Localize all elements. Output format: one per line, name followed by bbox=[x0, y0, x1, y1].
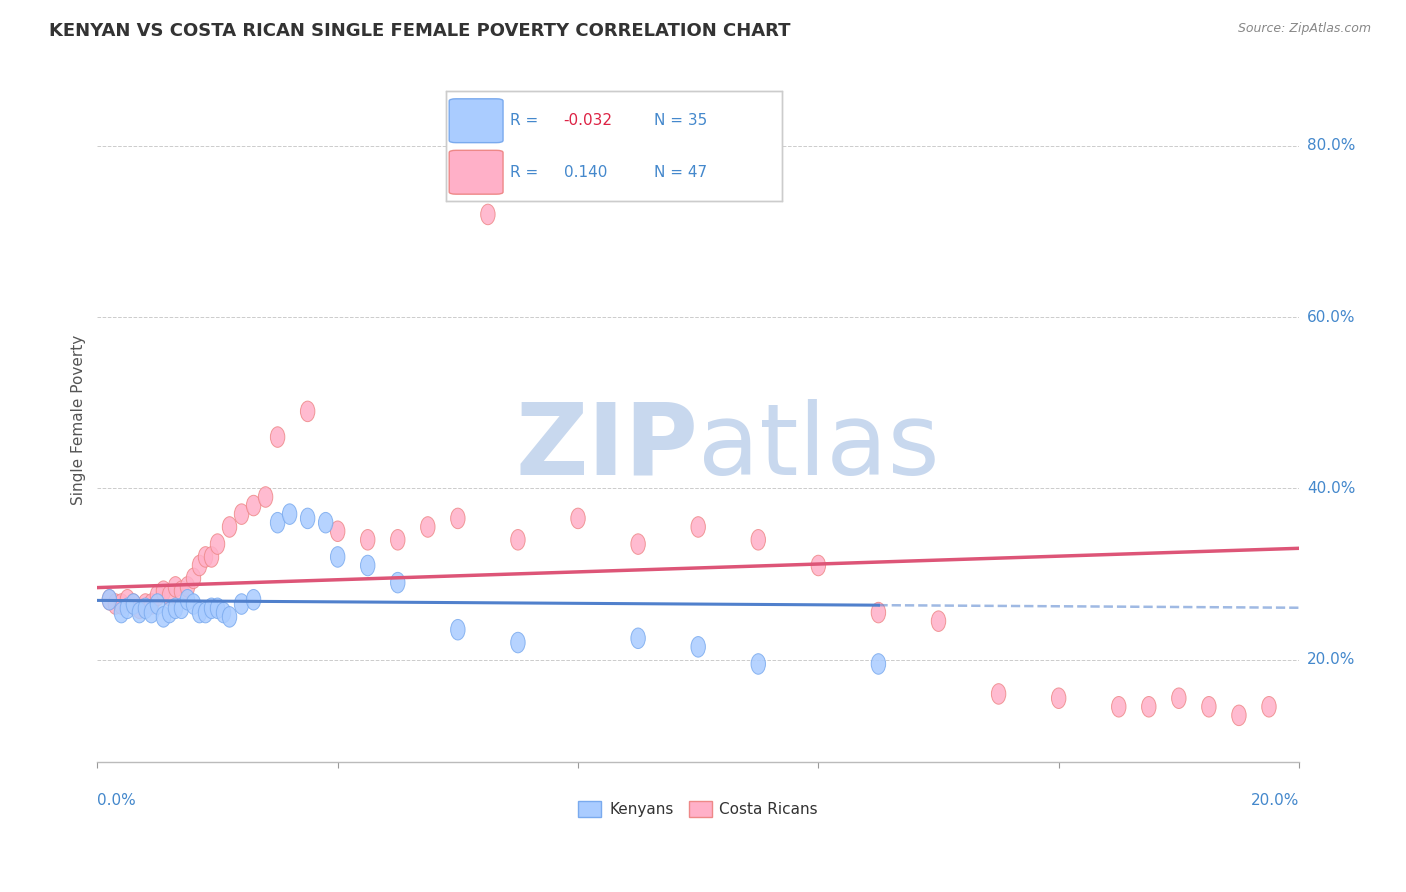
Ellipse shape bbox=[211, 533, 225, 554]
Ellipse shape bbox=[127, 594, 141, 615]
Ellipse shape bbox=[246, 590, 260, 610]
Ellipse shape bbox=[690, 637, 706, 657]
Ellipse shape bbox=[174, 598, 188, 618]
Ellipse shape bbox=[330, 547, 344, 567]
Ellipse shape bbox=[156, 607, 170, 627]
Ellipse shape bbox=[222, 607, 236, 627]
Ellipse shape bbox=[180, 590, 194, 610]
Ellipse shape bbox=[235, 594, 249, 615]
Ellipse shape bbox=[132, 602, 146, 623]
Ellipse shape bbox=[156, 581, 170, 601]
Text: 0.0%: 0.0% bbox=[97, 793, 136, 808]
Ellipse shape bbox=[360, 555, 375, 575]
Ellipse shape bbox=[193, 602, 207, 623]
Ellipse shape bbox=[420, 516, 434, 537]
Ellipse shape bbox=[204, 547, 219, 567]
Ellipse shape bbox=[283, 504, 297, 524]
Ellipse shape bbox=[114, 602, 128, 623]
Text: 20.0%: 20.0% bbox=[1308, 652, 1355, 667]
Ellipse shape bbox=[991, 683, 1005, 704]
Ellipse shape bbox=[1171, 688, 1187, 708]
Ellipse shape bbox=[186, 568, 201, 589]
Ellipse shape bbox=[180, 576, 194, 597]
Ellipse shape bbox=[631, 628, 645, 648]
Ellipse shape bbox=[174, 581, 188, 601]
Ellipse shape bbox=[872, 602, 886, 623]
Ellipse shape bbox=[103, 590, 117, 610]
Ellipse shape bbox=[103, 590, 117, 610]
Ellipse shape bbox=[169, 576, 183, 597]
Ellipse shape bbox=[222, 516, 236, 537]
Ellipse shape bbox=[127, 594, 141, 615]
Ellipse shape bbox=[751, 530, 765, 550]
Ellipse shape bbox=[451, 508, 465, 529]
Y-axis label: Single Female Poverty: Single Female Poverty bbox=[72, 334, 86, 505]
Ellipse shape bbox=[120, 590, 135, 610]
Ellipse shape bbox=[1112, 697, 1126, 717]
Text: 60.0%: 60.0% bbox=[1308, 310, 1355, 325]
Ellipse shape bbox=[132, 598, 146, 618]
Legend: Kenyans, Costa Ricans: Kenyans, Costa Ricans bbox=[572, 795, 824, 823]
Ellipse shape bbox=[198, 602, 212, 623]
Ellipse shape bbox=[1261, 697, 1277, 717]
Ellipse shape bbox=[451, 619, 465, 640]
Text: ZIP: ZIP bbox=[516, 399, 699, 496]
Ellipse shape bbox=[204, 598, 219, 618]
Ellipse shape bbox=[1142, 697, 1156, 717]
Ellipse shape bbox=[301, 401, 315, 422]
Ellipse shape bbox=[751, 654, 765, 674]
Text: Source: ZipAtlas.com: Source: ZipAtlas.com bbox=[1237, 22, 1371, 36]
Ellipse shape bbox=[235, 504, 249, 524]
Ellipse shape bbox=[246, 495, 260, 516]
Ellipse shape bbox=[631, 533, 645, 554]
Ellipse shape bbox=[1232, 705, 1246, 725]
Ellipse shape bbox=[571, 508, 585, 529]
Ellipse shape bbox=[330, 521, 344, 541]
Text: 20.0%: 20.0% bbox=[1251, 793, 1299, 808]
Ellipse shape bbox=[1052, 688, 1066, 708]
Ellipse shape bbox=[162, 602, 177, 623]
Ellipse shape bbox=[150, 585, 165, 606]
Ellipse shape bbox=[198, 547, 212, 567]
Ellipse shape bbox=[510, 632, 526, 653]
Ellipse shape bbox=[811, 555, 825, 575]
Ellipse shape bbox=[114, 594, 128, 615]
Ellipse shape bbox=[193, 555, 207, 575]
Ellipse shape bbox=[217, 602, 231, 623]
Ellipse shape bbox=[360, 530, 375, 550]
Ellipse shape bbox=[162, 585, 177, 606]
Ellipse shape bbox=[108, 594, 122, 615]
Ellipse shape bbox=[120, 598, 135, 618]
Ellipse shape bbox=[481, 204, 495, 225]
Ellipse shape bbox=[301, 508, 315, 529]
Ellipse shape bbox=[211, 598, 225, 618]
Ellipse shape bbox=[931, 611, 946, 632]
Ellipse shape bbox=[690, 516, 706, 537]
Text: 80.0%: 80.0% bbox=[1308, 138, 1355, 153]
Ellipse shape bbox=[259, 487, 273, 508]
Text: atlas: atlas bbox=[699, 399, 939, 496]
Ellipse shape bbox=[318, 512, 333, 533]
Ellipse shape bbox=[169, 598, 183, 618]
Ellipse shape bbox=[145, 594, 159, 615]
Ellipse shape bbox=[270, 426, 285, 447]
Ellipse shape bbox=[270, 512, 285, 533]
Ellipse shape bbox=[1202, 697, 1216, 717]
Ellipse shape bbox=[391, 530, 405, 550]
Text: KENYAN VS COSTA RICAN SINGLE FEMALE POVERTY CORRELATION CHART: KENYAN VS COSTA RICAN SINGLE FEMALE POVE… bbox=[49, 22, 790, 40]
Ellipse shape bbox=[872, 654, 886, 674]
Ellipse shape bbox=[138, 598, 153, 618]
Ellipse shape bbox=[391, 573, 405, 593]
Ellipse shape bbox=[145, 602, 159, 623]
Text: 40.0%: 40.0% bbox=[1308, 481, 1355, 496]
Ellipse shape bbox=[150, 594, 165, 615]
Ellipse shape bbox=[138, 594, 153, 615]
Ellipse shape bbox=[510, 530, 526, 550]
Ellipse shape bbox=[186, 594, 201, 615]
